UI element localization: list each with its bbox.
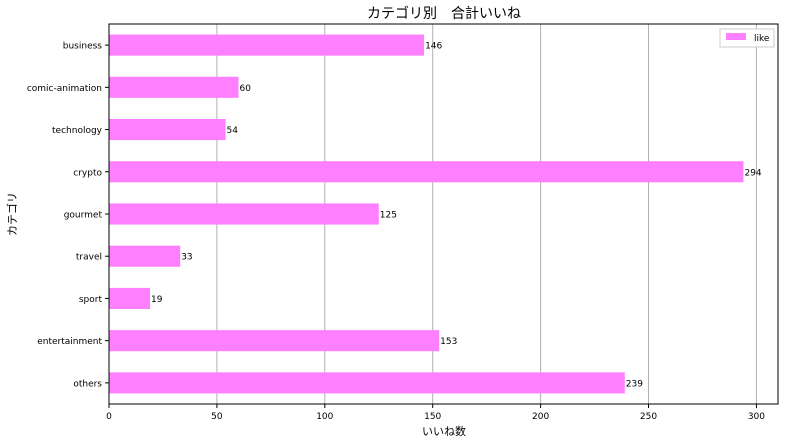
data-label: 60 — [239, 84, 251, 94]
data-label: 33 — [181, 253, 192, 263]
bars — [109, 34, 744, 394]
bar — [109, 287, 151, 309]
bar — [109, 372, 625, 394]
x-tick-label: 200 — [532, 412, 549, 422]
y-tick-label: others — [73, 379, 102, 389]
y-tick-label: crypto — [73, 168, 102, 178]
data-labels: 146 60 54 294 125 33 19 153 239 — [151, 42, 762, 390]
data-label: 54 — [227, 126, 239, 136]
y-tick-label: technology — [52, 126, 103, 136]
y-tick-label: sport — [79, 295, 103, 305]
y-tick-label: travel — [76, 253, 102, 263]
legend: like — [719, 28, 775, 48]
x-tick-label: 100 — [316, 412, 333, 422]
y-tick-label: gourmet — [64, 211, 103, 221]
y-axis-ticks: business comic-animation technology crypto g… — [27, 42, 109, 389]
x-tick-label: 150 — [424, 412, 441, 422]
bar — [109, 34, 425, 56]
y-axis-label: カテゴリ — [5, 192, 19, 236]
chart-title: カテゴリ別 合計いいね — [367, 5, 521, 22]
y-tick-label: entertainment — [37, 337, 102, 347]
x-axis-ticks: 0 50 100 150 200 250 300 — [106, 404, 765, 422]
y-tick-label: comic-animation — [27, 84, 102, 94]
bar — [109, 119, 226, 141]
bar — [109, 203, 379, 225]
data-label: 294 — [744, 168, 761, 178]
bar — [109, 76, 239, 98]
y-tick-label: business — [63, 42, 103, 52]
data-label: 146 — [425, 42, 442, 52]
data-label: 153 — [440, 337, 457, 347]
x-tick-label: 50 — [211, 412, 223, 422]
x-axis-label: いいね数 — [422, 425, 466, 438]
x-tick-label: 250 — [640, 412, 657, 422]
legend-swatch — [726, 33, 746, 40]
bar — [109, 161, 744, 183]
legend-label: like — [754, 34, 770, 44]
data-label: 19 — [151, 295, 163, 305]
x-tick-label: 0 — [106, 412, 112, 422]
x-tick-label: 300 — [748, 412, 765, 422]
data-label: 125 — [380, 211, 397, 221]
bar — [109, 245, 181, 267]
bar — [109, 330, 440, 352]
data-label: 239 — [626, 379, 643, 389]
